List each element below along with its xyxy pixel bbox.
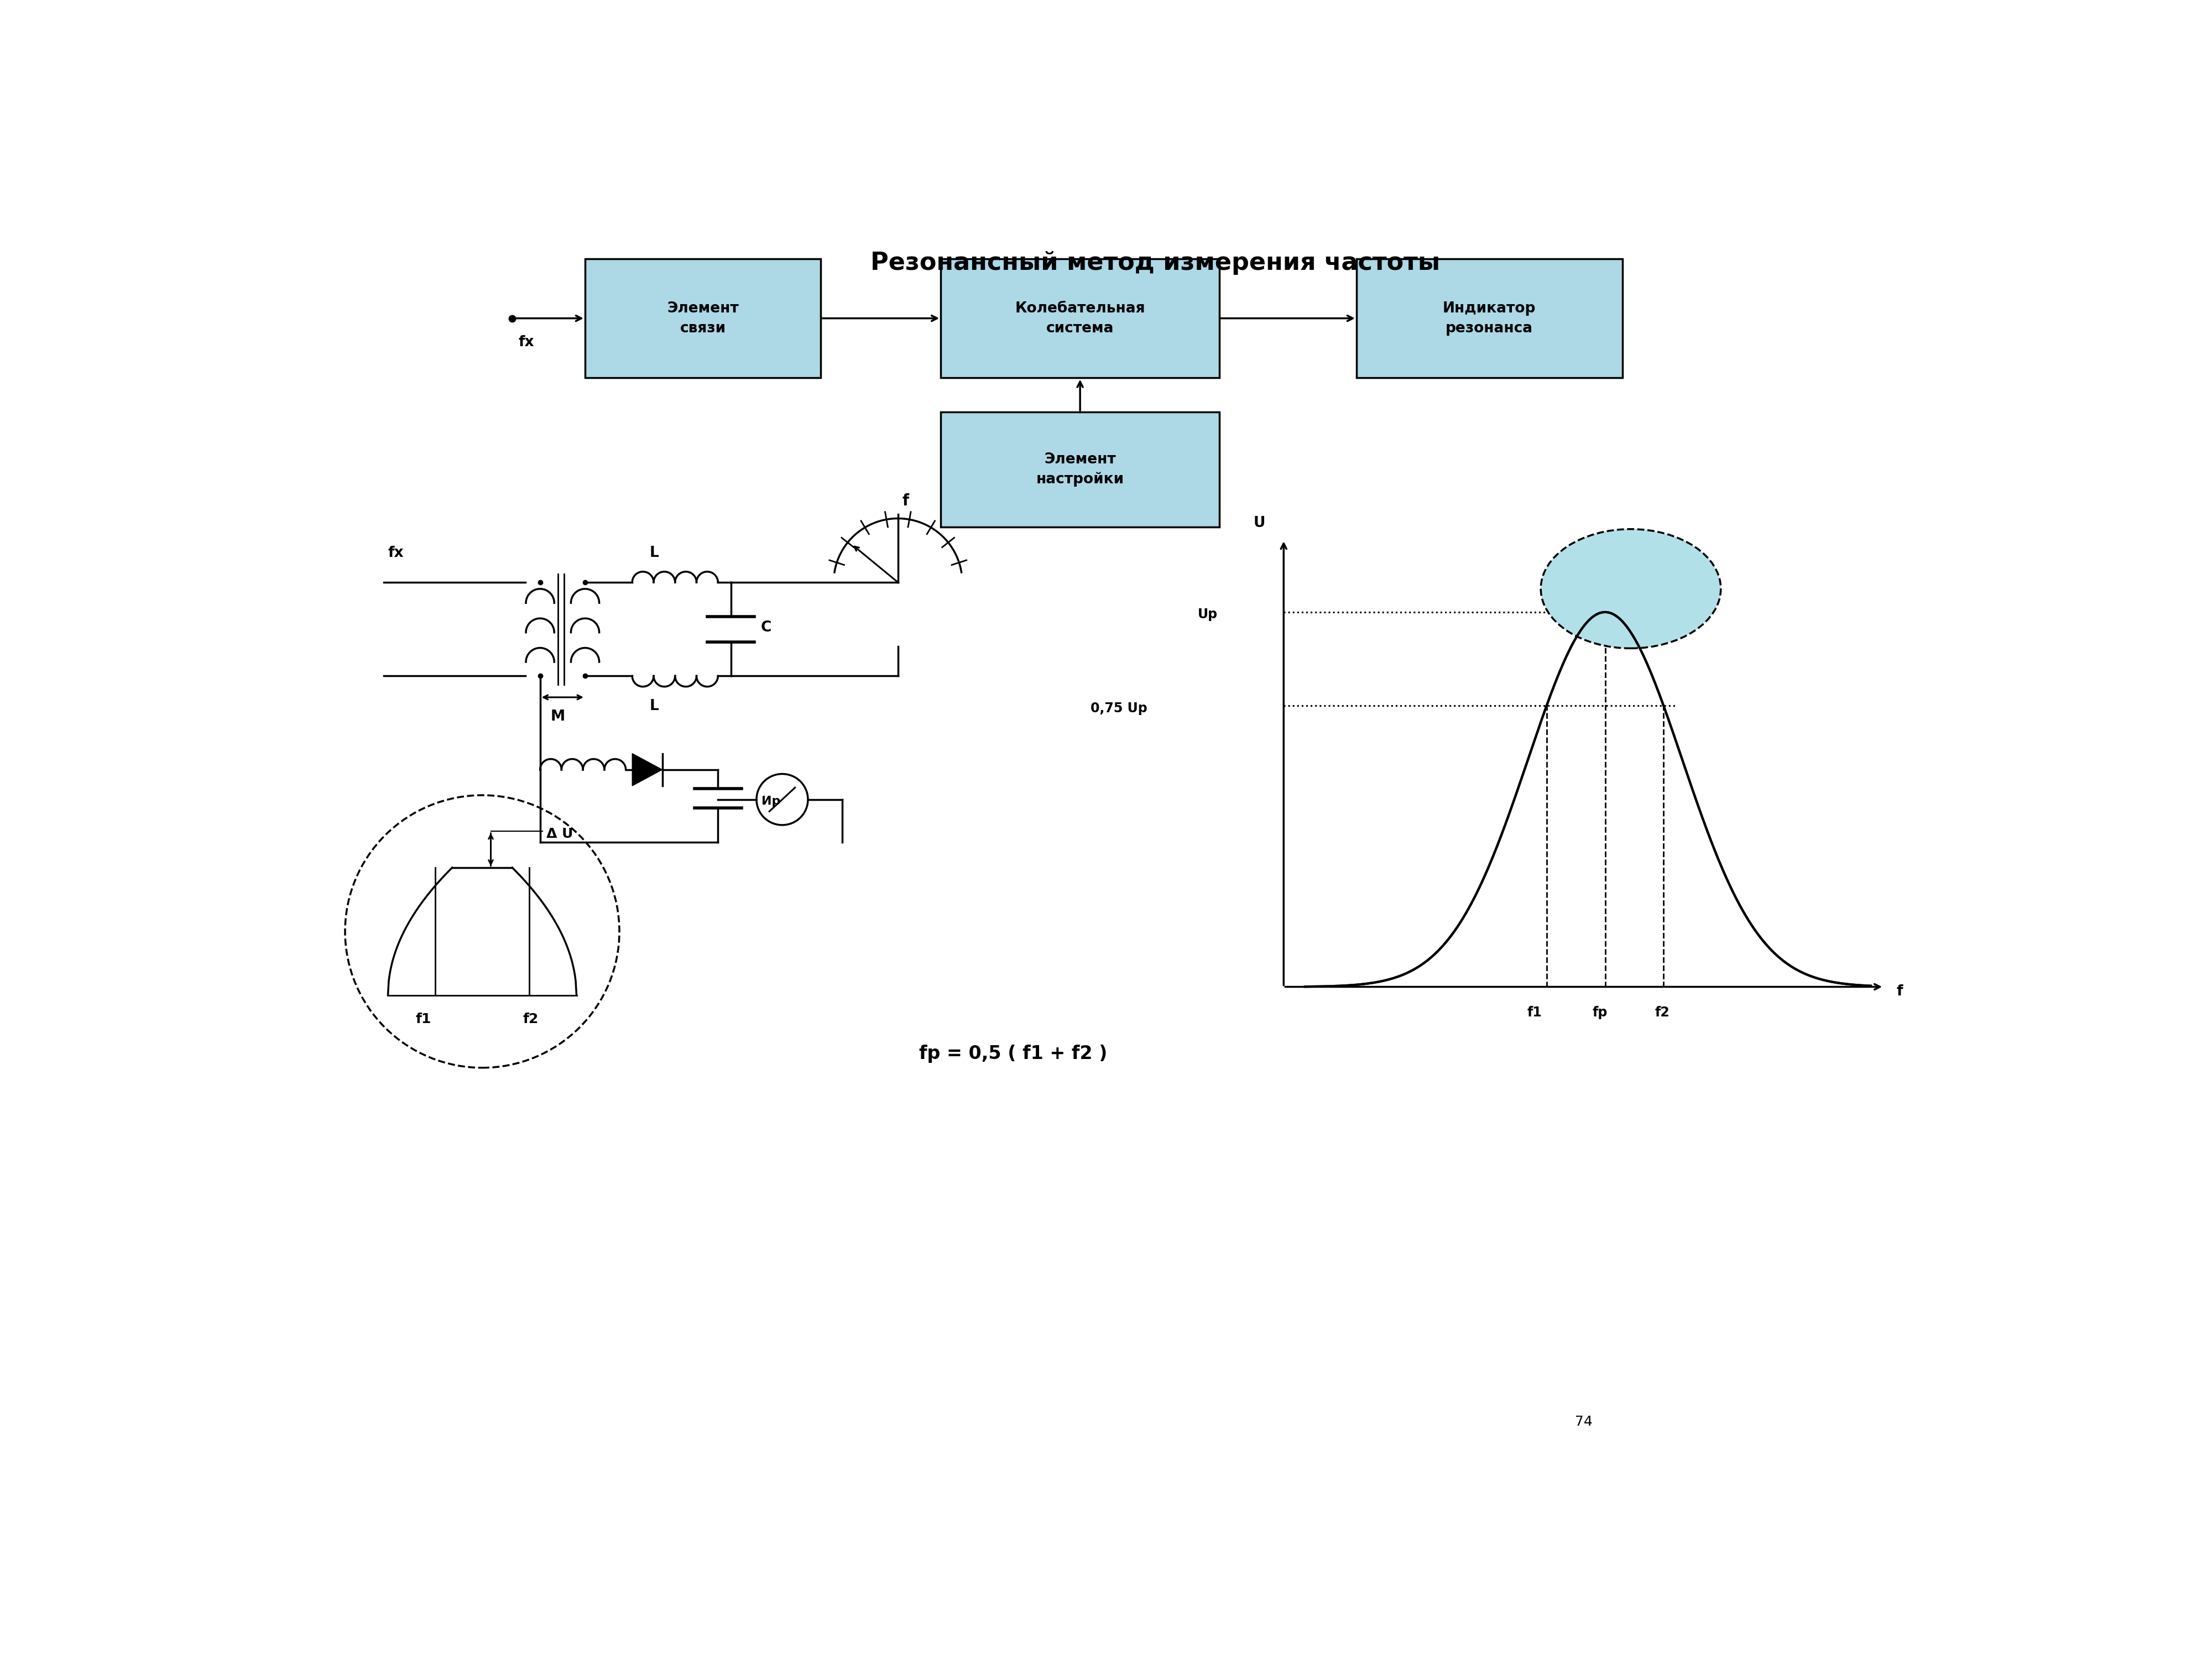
Ellipse shape bbox=[1542, 529, 1721, 649]
Bar bbox=[1356, 259, 1621, 378]
Text: M: M bbox=[551, 710, 566, 723]
Text: U: U bbox=[1254, 516, 1265, 531]
Text: fx: fx bbox=[518, 335, 535, 350]
Polygon shape bbox=[633, 753, 661, 786]
Text: fx: fx bbox=[387, 546, 403, 561]
Text: Элемент
настройки: Элемент настройки bbox=[1035, 453, 1124, 486]
Text: L: L bbox=[650, 698, 659, 713]
Text: f: f bbox=[902, 493, 909, 509]
Text: L: L bbox=[650, 546, 659, 561]
Text: f1: f1 bbox=[416, 1012, 431, 1025]
Text: f2: f2 bbox=[1655, 1005, 1670, 1019]
Text: 74: 74 bbox=[1575, 1415, 1593, 1428]
Text: Ир: Ир bbox=[761, 796, 781, 806]
Text: Резонансный метод измерения частоты: Резонансный метод измерения частоты bbox=[869, 251, 1440, 275]
Text: Элемент
связи: Элемент связи bbox=[668, 302, 739, 335]
Text: f1: f1 bbox=[1526, 1005, 1542, 1019]
Text: Колебательная
система: Колебательная система bbox=[1015, 302, 1146, 335]
Text: f: f bbox=[1896, 984, 1902, 999]
Bar bbox=[940, 411, 1219, 528]
Text: f2: f2 bbox=[522, 1012, 538, 1025]
Text: fp = 0,5 ( f1 + f2 ): fp = 0,5 ( f1 + f2 ) bbox=[920, 1045, 1108, 1063]
Text: Индикатор
резонанса: Индикатор резонанса bbox=[1442, 302, 1535, 335]
Text: fp: fp bbox=[1593, 1005, 1608, 1019]
Bar bbox=[940, 259, 1219, 378]
Text: C: C bbox=[761, 620, 772, 635]
Text: Δ U: Δ U bbox=[546, 828, 573, 841]
Text: Up: Up bbox=[1199, 607, 1219, 620]
Bar bbox=[584, 259, 821, 378]
Text: 0,75 Up: 0,75 Up bbox=[1091, 702, 1148, 715]
